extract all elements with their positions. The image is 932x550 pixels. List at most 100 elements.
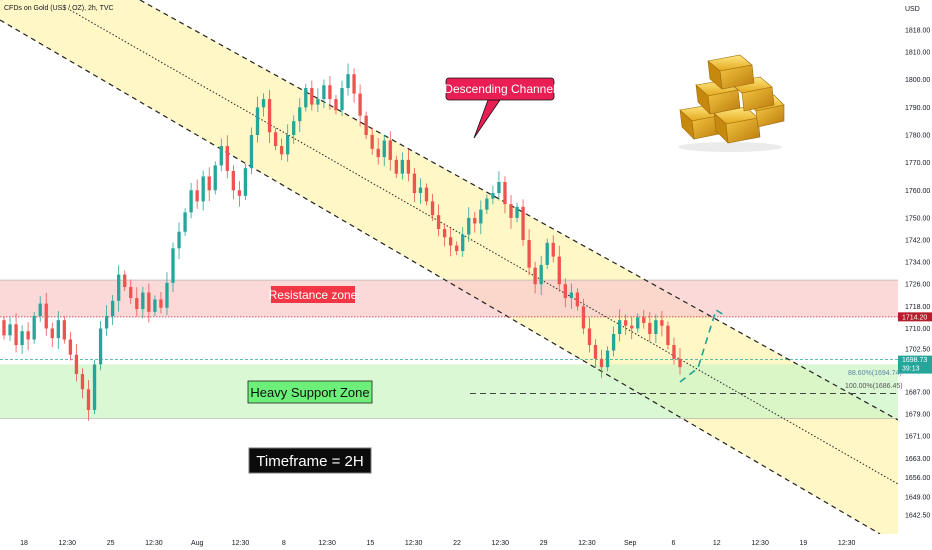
candle-body — [44, 303, 48, 329]
channel-upper-line — [139, 0, 898, 421]
x-tick-label: Aug — [191, 540, 204, 547]
last-price-tag: 1698.73 39:13 — [898, 355, 932, 374]
y-tick-label: 1760.00 — [905, 188, 930, 195]
candle-body — [219, 146, 223, 166]
candle-body — [207, 176, 211, 191]
candle-body — [237, 190, 242, 196]
x-tick-label: 12:30 — [838, 540, 856, 547]
y-tick-label: 1642.50 — [905, 513, 930, 520]
candle-body — [328, 85, 332, 100]
candle-body — [279, 146, 284, 155]
candle-body — [50, 328, 54, 339]
svg-text:Descending Channel: Descending Channel — [444, 82, 555, 96]
x-tick-label: 12:30 — [232, 540, 250, 547]
x-tick-label: 8 — [282, 540, 286, 547]
support-zone — [0, 364, 898, 419]
x-tick-label: 19 — [800, 540, 808, 547]
candle-body — [617, 320, 622, 334]
candle-body — [352, 74, 356, 94]
candle-body — [593, 345, 598, 359]
candles — [2, 63, 682, 421]
candle-body — [165, 282, 169, 308]
candle-body — [147, 292, 151, 312]
candle-body — [660, 320, 664, 326]
candle-body — [370, 135, 374, 149]
candle-body — [249, 135, 254, 169]
candle-body — [394, 159, 398, 174]
y-tick-label: 1770.00 — [905, 160, 930, 167]
x-tick-label: 12:30 — [751, 540, 769, 547]
x-tick-label: 12:30 — [145, 540, 163, 547]
candle-body — [442, 228, 447, 238]
candle-body — [243, 168, 248, 196]
candle-body — [587, 328, 592, 346]
candle-body — [171, 248, 175, 283]
candle-body — [448, 237, 453, 246]
candle-body — [129, 287, 133, 299]
candle-body — [473, 217, 477, 224]
candle-body — [322, 85, 326, 100]
candle-body — [467, 217, 471, 235]
candle-body — [388, 140, 392, 160]
y-tick-label: 1790.00 — [905, 105, 930, 112]
currency-label: USD — [905, 6, 920, 13]
y-tick-label: 1726.00 — [905, 282, 930, 289]
svg-text:Resistance zone: Resistance zone — [269, 288, 358, 302]
candle-body — [358, 93, 362, 116]
y-tick-label: 1702.50 — [905, 347, 930, 354]
svg-text:1714.20: 1714.20 — [902, 314, 927, 321]
svg-text:Heavy Support Zone: Heavy Support Zone — [250, 385, 369, 400]
candle-body — [418, 187, 423, 194]
candle-body — [201, 176, 205, 202]
y-tick-label: 1649.00 — [905, 495, 930, 502]
candle-body — [599, 358, 604, 368]
fib-88-label: 88.60%(1694.74) — [848, 370, 902, 377]
candle-body — [304, 88, 308, 108]
candle-body — [298, 107, 302, 122]
candle-body — [177, 231, 181, 249]
candle-body — [255, 107, 260, 136]
candle-body — [569, 292, 574, 299]
candle-body — [430, 201, 435, 216]
candle-body — [400, 159, 405, 174]
candle-body — [316, 99, 320, 105]
y-tick-label: 1718.00 — [905, 304, 930, 311]
svg-text:1698.73: 1698.73 — [902, 357, 927, 364]
support-zone-label: Heavy Support Zone — [247, 380, 373, 404]
candle-body — [346, 74, 350, 89]
y-tick-label: 1734.00 — [905, 260, 930, 267]
candle-body — [515, 206, 519, 218]
candle-body — [38, 303, 42, 317]
price-axis[interactable]: 1818.00 1810.00 1800.00 1790.00 1780.00 1770.… — [905, 28, 930, 520]
candle-body — [364, 115, 368, 136]
x-tick-label: 6 — [672, 540, 676, 547]
candle-body — [382, 140, 386, 158]
y-tick-label: 1750.00 — [905, 215, 930, 222]
candle-body — [406, 159, 411, 174]
candle-body — [636, 317, 640, 329]
candle-body — [56, 320, 60, 339]
x-tick-label: 29 — [540, 540, 548, 547]
x-tick-label: 12:30 — [405, 540, 423, 547]
resistance-price-tag: 1714.20 — [898, 312, 932, 322]
candle-body — [159, 299, 163, 308]
svg-text:39:13: 39:13 — [902, 366, 920, 373]
candle-body — [80, 374, 85, 390]
candle-body — [14, 324, 18, 346]
candle-body — [630, 325, 634, 329]
y-tick-label: 1679.00 — [905, 412, 930, 419]
x-tick-label: 15 — [367, 540, 375, 547]
candle-body — [485, 198, 489, 210]
candle-body — [292, 121, 296, 136]
y-tick-label: 1663.00 — [905, 456, 930, 463]
time-axis[interactable]: 18 12:30 25 12:30 Aug 12:30 8 12:30 15 12:30 22 12:… — [20, 540, 855, 547]
candle-body — [539, 264, 543, 285]
candle-body — [581, 306, 586, 329]
candle-body — [74, 354, 79, 375]
candle-body — [189, 190, 193, 213]
timeframe-label: Timeframe = 2H — [248, 447, 372, 474]
candle-body — [32, 316, 36, 340]
candle-body — [86, 389, 91, 410]
y-tick-label: 1742.00 — [905, 238, 930, 245]
